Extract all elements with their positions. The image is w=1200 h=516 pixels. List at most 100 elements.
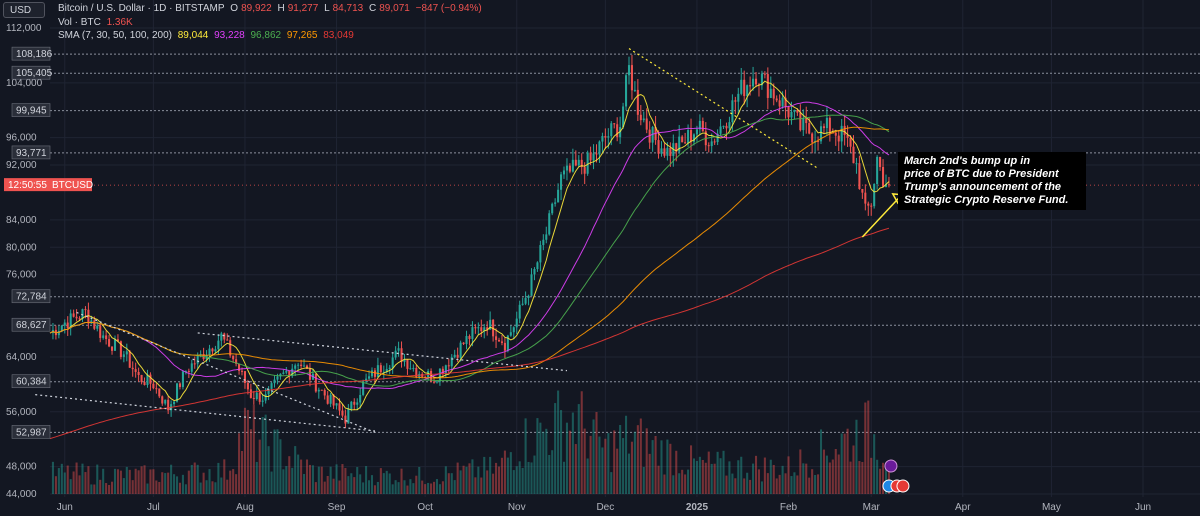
candle [146, 374, 149, 386]
grid [50, 0, 1200, 497]
event-markers[interactable] [882, 459, 910, 493]
close-value: 89,071 [379, 3, 410, 14]
candle [441, 368, 444, 374]
candle [760, 73, 763, 86]
candle [382, 371, 385, 373]
volume-bar [548, 454, 551, 494]
volume-bar [704, 462, 707, 494]
volume-bar [444, 466, 447, 494]
moving-averages [49, 80, 890, 440]
candle [108, 339, 111, 347]
volume-bar [93, 484, 96, 494]
candle [849, 137, 852, 147]
candle [515, 318, 518, 328]
candle [134, 369, 137, 372]
candle [314, 373, 317, 392]
volume-bar [300, 459, 303, 494]
volume-bar [279, 439, 282, 494]
volume-bar [583, 428, 586, 494]
candle [326, 395, 329, 404]
volume-bar [193, 462, 196, 494]
sma-label[interactable]: SMA (7, 30, 50, 100, 200) [58, 30, 172, 41]
volume-bar [574, 444, 577, 494]
volume-bar [258, 439, 261, 494]
volume-bar [814, 474, 817, 494]
volume-bar [134, 468, 137, 494]
volume-label[interactable]: Vol · BTC [58, 17, 101, 28]
candle [598, 141, 601, 155]
volume-bar [220, 477, 223, 494]
volume-bar [81, 463, 84, 494]
volume-bar [116, 469, 119, 494]
volume-bar [418, 466, 421, 494]
candle [887, 184, 890, 186]
volume-bar [586, 458, 589, 494]
candle [432, 381, 436, 383]
volume-bar [743, 478, 746, 494]
candle [731, 100, 734, 123]
volume-bar [539, 422, 542, 494]
volume-bar [604, 438, 607, 494]
volume-bar [285, 466, 288, 494]
volume-bar [282, 469, 285, 494]
candle [512, 327, 515, 333]
currency-button[interactable]: USD [3, 2, 45, 18]
volume-bar [373, 485, 376, 494]
candle [533, 268, 536, 275]
dividend-event-icon[interactable] [884, 459, 898, 473]
candle [468, 335, 471, 339]
volume-bar [825, 455, 828, 494]
y-tick-label: 64,000 [6, 352, 37, 363]
volume-bar [359, 474, 362, 494]
symbol-title[interactable]: Bitcoin / U.S. Dollar · 1D · BITSTAMP [58, 3, 225, 14]
volume-bar [149, 469, 152, 494]
candle [710, 141, 713, 147]
candle [775, 98, 778, 101]
candle [128, 351, 131, 368]
candle [238, 363, 241, 371]
candle [483, 327, 486, 332]
volume-bar [627, 453, 631, 494]
candle [276, 376, 279, 380]
candle [261, 400, 264, 402]
candle [187, 371, 190, 373]
volume-bar [551, 450, 554, 494]
candle [678, 136, 681, 152]
sma7-line [49, 80, 890, 411]
volume-bar [173, 474, 176, 494]
candle [385, 368, 388, 372]
volume-bar [69, 479, 72, 494]
candle [193, 363, 196, 365]
candle [843, 125, 846, 135]
volume-bar [382, 473, 385, 494]
candle [740, 79, 743, 94]
volume-bar [731, 473, 734, 494]
candle [317, 389, 320, 392]
candle [766, 74, 769, 98]
volume-bar [424, 484, 427, 494]
news-event-icon[interactable] [896, 479, 910, 493]
volume-bar [379, 468, 382, 494]
candle [459, 342, 462, 358]
candle [249, 389, 252, 398]
volume-bar [409, 479, 412, 494]
volume-bar [335, 464, 338, 494]
candle [258, 392, 261, 402]
volume-bar [87, 466, 90, 494]
y-tick-label: 76,000 [6, 270, 37, 281]
volume-bar [202, 472, 205, 494]
candle [350, 401, 353, 409]
candle [356, 402, 359, 405]
volume-bar [155, 480, 158, 494]
candle [391, 357, 394, 368]
y-tick-label: 80,000 [6, 242, 37, 253]
volume-bar [852, 445, 855, 494]
volume-bar [530, 462, 533, 494]
candle [607, 136, 610, 138]
volume-bar [651, 440, 654, 494]
annotation-note[interactable]: March 2nd's bump up in price of BTC due … [898, 152, 1086, 210]
price-level-label: 72,784 [16, 292, 47, 303]
volume-bar [799, 449, 802, 494]
